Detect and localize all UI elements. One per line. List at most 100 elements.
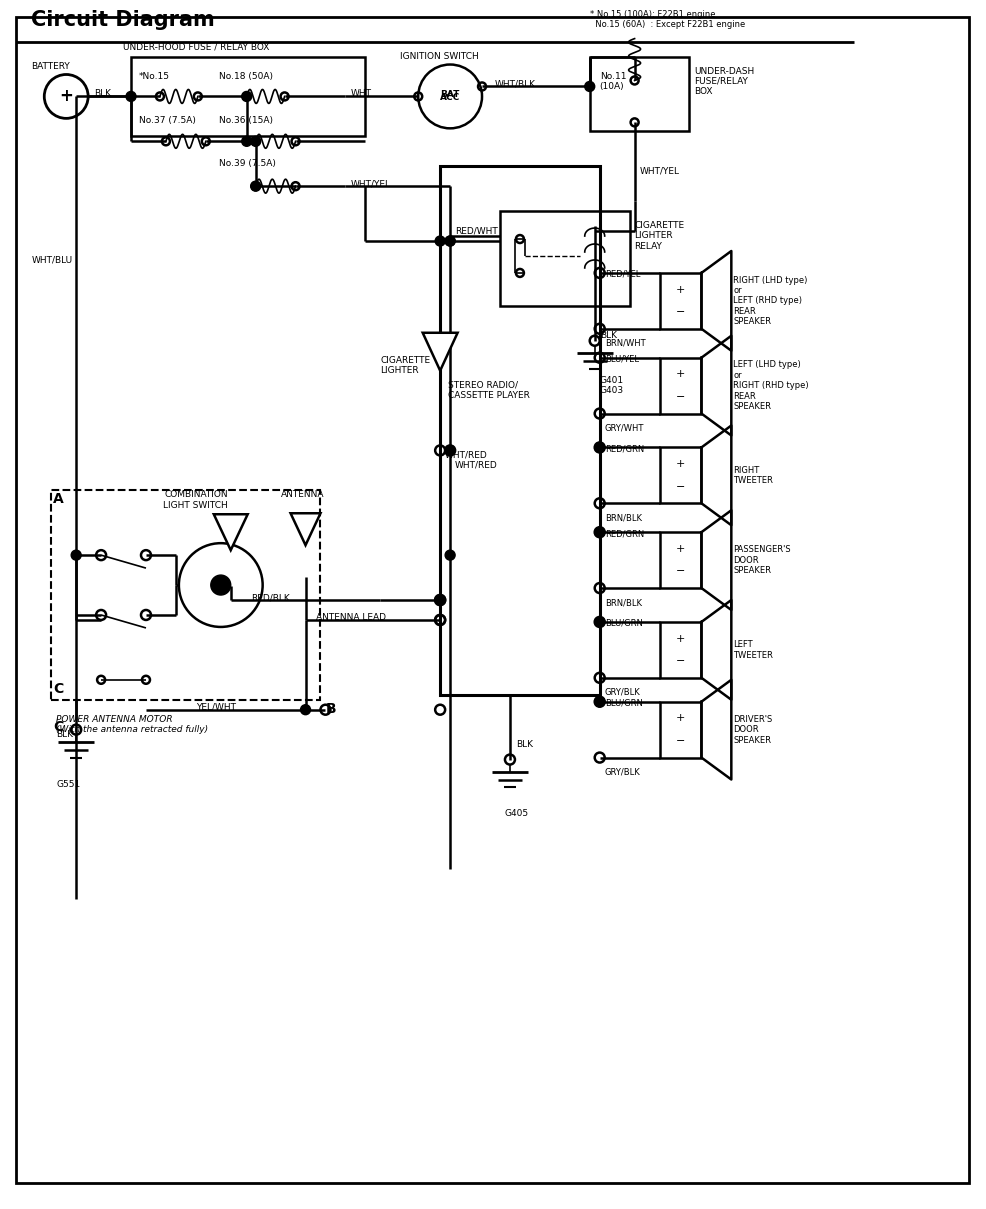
Text: WHT/RED: WHT/RED xyxy=(455,461,497,469)
Text: G401
G403: G401 G403 xyxy=(599,376,623,395)
Text: RED/YEL: RED/YEL xyxy=(604,270,639,279)
Text: −: − xyxy=(675,566,684,577)
Text: BLK: BLK xyxy=(599,331,616,340)
Text: GRY/BLK: GRY/BLK xyxy=(604,768,640,776)
Text: BLK: BLK xyxy=(56,730,73,739)
Text: G405: G405 xyxy=(505,809,528,818)
Text: STEREO RADIO/
CASSETTE PLAYER: STEREO RADIO/ CASSETTE PLAYER xyxy=(448,381,529,400)
Text: BLU/GRN: BLU/GRN xyxy=(604,619,642,627)
Circle shape xyxy=(211,575,231,595)
Circle shape xyxy=(595,527,604,537)
Bar xyxy=(500,212,629,306)
Text: WHT/YEL: WHT/YEL xyxy=(639,166,679,175)
Text: BRN/BLK: BRN/BLK xyxy=(604,514,641,522)
Text: RED/GRN: RED/GRN xyxy=(604,445,643,453)
Text: No.18 (50A): No.18 (50A) xyxy=(219,71,272,81)
Circle shape xyxy=(71,550,81,560)
Circle shape xyxy=(250,181,260,191)
Text: ANTENNA: ANTENNA xyxy=(280,491,323,499)
Circle shape xyxy=(595,442,604,452)
Text: BRN/BLK: BRN/BLK xyxy=(604,598,641,607)
Text: No.39 (7.5A): No.39 (7.5A) xyxy=(219,160,275,168)
Text: WHT/BLU: WHT/BLU xyxy=(32,256,72,265)
Text: +: + xyxy=(675,713,684,723)
Text: YEL/WHT: YEL/WHT xyxy=(195,702,236,712)
Circle shape xyxy=(445,550,455,560)
Text: −: − xyxy=(675,656,684,666)
Text: +: + xyxy=(59,87,73,105)
Text: ACC: ACC xyxy=(440,93,459,103)
Bar xyxy=(659,701,701,758)
Text: WHT/RED: WHT/RED xyxy=(445,451,487,459)
Bar xyxy=(659,358,701,413)
Circle shape xyxy=(242,92,251,102)
Text: IGNITION SWITCH: IGNITION SWITCH xyxy=(400,52,478,60)
Polygon shape xyxy=(290,514,320,545)
Text: GRY/WHT: GRY/WHT xyxy=(604,423,644,433)
Circle shape xyxy=(584,81,595,92)
Text: +: + xyxy=(675,370,684,380)
Text: +: + xyxy=(675,459,684,469)
Bar xyxy=(659,621,701,678)
Circle shape xyxy=(301,705,311,715)
Text: CIGARETTE
LIGHTER: CIGARETTE LIGHTER xyxy=(380,355,430,375)
Circle shape xyxy=(445,445,455,456)
Text: WHT/BLK: WHT/BLK xyxy=(495,80,535,88)
Text: No.11
(10A): No.11 (10A) xyxy=(599,71,625,91)
Text: BLU/GRN: BLU/GRN xyxy=(604,699,642,707)
Text: +: + xyxy=(675,634,684,643)
Circle shape xyxy=(445,236,455,245)
Text: RED/BLK: RED/BLK xyxy=(250,594,289,602)
Text: WHT/YEL: WHT/YEL xyxy=(350,179,390,189)
Text: BAT: BAT xyxy=(440,91,459,99)
Text: B: B xyxy=(325,701,336,716)
Circle shape xyxy=(595,617,604,627)
Text: *No.15: *No.15 xyxy=(139,71,170,81)
Polygon shape xyxy=(422,332,458,371)
Bar xyxy=(51,491,320,700)
Text: C: C xyxy=(53,719,63,734)
Text: BLK: BLK xyxy=(516,740,532,748)
Text: +: + xyxy=(675,284,684,295)
Text: +: + xyxy=(675,544,684,554)
Text: G551: G551 xyxy=(56,780,81,788)
Text: COMBINATION
LIGHT SWITCH: COMBINATION LIGHT SWITCH xyxy=(164,491,228,510)
Circle shape xyxy=(250,137,260,146)
Text: POWER ANTENNA MOTOR
(With the antenna retracted fully): POWER ANTENNA MOTOR (With the antenna re… xyxy=(56,715,208,734)
Text: −: − xyxy=(675,736,684,746)
Text: No.37 (7.5A): No.37 (7.5A) xyxy=(139,116,195,126)
Text: CIGARETTE
LIGHTER
RELAY: CIGARETTE LIGHTER RELAY xyxy=(634,221,684,251)
Text: BATTERY: BATTERY xyxy=(32,62,70,70)
Circle shape xyxy=(445,236,455,245)
Text: UNDER-HOOD FUSE / RELAY BOX: UNDER-HOOD FUSE / RELAY BOX xyxy=(122,42,269,52)
Text: DRIVER'S
DOOR
SPEAKER: DRIVER'S DOOR SPEAKER xyxy=(733,715,772,745)
Text: RIGHT (LHD type)
or
LEFT (RHD type)
REAR
SPEAKER: RIGHT (LHD type) or LEFT (RHD type) REAR… xyxy=(733,276,807,326)
Bar xyxy=(131,57,365,137)
Text: BLK: BLK xyxy=(94,89,111,98)
Text: WHT: WHT xyxy=(350,89,371,98)
Text: −: − xyxy=(675,392,684,401)
Text: RED/WHT: RED/WHT xyxy=(455,226,497,235)
Circle shape xyxy=(242,137,251,146)
Text: −: − xyxy=(675,307,684,317)
Polygon shape xyxy=(214,514,247,550)
Text: BLU/YEL: BLU/YEL xyxy=(604,354,638,364)
Text: −: − xyxy=(675,481,684,492)
Text: RED/GRN: RED/GRN xyxy=(604,530,643,538)
Text: RIGHT
TWEETER: RIGHT TWEETER xyxy=(733,465,772,485)
Text: GRY/BLK: GRY/BLK xyxy=(604,688,640,696)
Circle shape xyxy=(126,92,136,102)
Text: ANTENNA LEAD: ANTENNA LEAD xyxy=(316,613,386,621)
Bar xyxy=(589,57,689,132)
Circle shape xyxy=(435,595,445,604)
Bar xyxy=(659,532,701,588)
Bar xyxy=(659,273,701,329)
Text: LEFT (LHD type)
or
RIGHT (RHD type)
REAR
SPEAKER: LEFT (LHD type) or RIGHT (RHD type) REAR… xyxy=(733,360,809,411)
Bar xyxy=(440,166,599,695)
Text: * No.15 (100A): F22B1 engine
  No.15 (60A)  : Except F22B1 engine: * No.15 (100A): F22B1 engine No.15 (60A)… xyxy=(589,10,744,29)
Text: No.36 (15A): No.36 (15A) xyxy=(219,116,272,126)
Text: Circuit Diagram: Circuit Diagram xyxy=(32,10,215,30)
Circle shape xyxy=(595,696,604,707)
Text: LEFT
TWEETER: LEFT TWEETER xyxy=(733,641,772,660)
Text: A: A xyxy=(53,492,64,507)
